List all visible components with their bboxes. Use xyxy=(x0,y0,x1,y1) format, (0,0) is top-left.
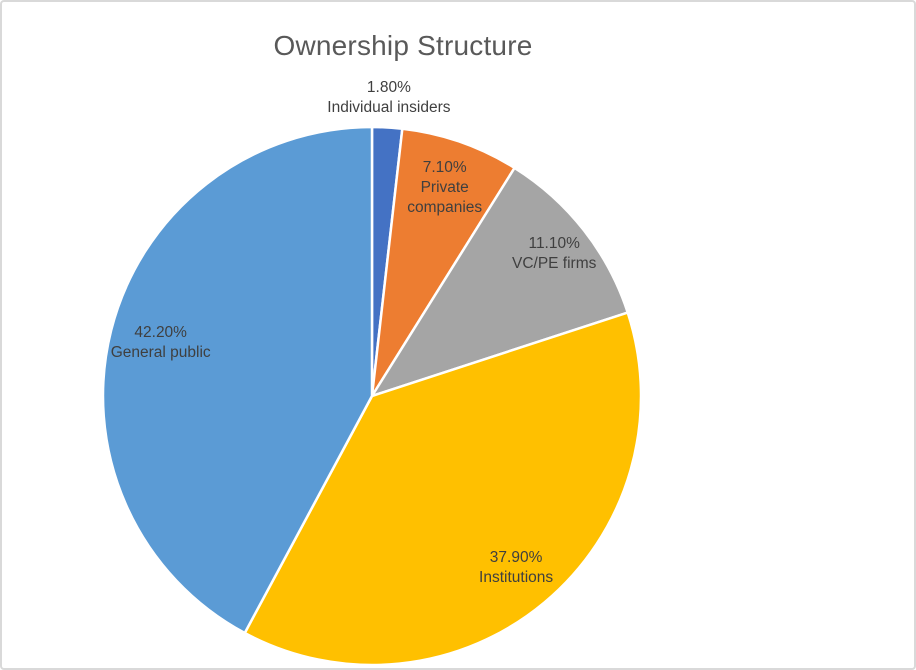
pie-label-private-companies: 7.10% Private companies xyxy=(395,158,495,218)
pie-label-name: Institutions xyxy=(479,569,554,587)
pie-label-general-public: 42.20% General public xyxy=(81,323,241,363)
pie-label-institutions: 37.90% Institutions xyxy=(446,548,586,588)
pie-label-percent: 37.90% xyxy=(489,549,543,567)
pie-label-percent: 11.10% xyxy=(528,234,580,252)
pie-label-individual-insiders: 1.80% Individual insiders xyxy=(299,78,479,118)
pie-slice-general-public xyxy=(101,125,374,635)
chart-title: Ownership Structure xyxy=(273,30,533,61)
pie-slice-private-companies xyxy=(370,127,516,398)
pie-label-name: General public xyxy=(110,343,211,361)
pie-label-name: VC/PE firms xyxy=(511,254,597,272)
pie-slice-vc-pe-firms xyxy=(370,166,629,398)
pie-slice-institutions xyxy=(243,311,643,667)
pie-label-vc-pe-firms: 11.10% VC/PE firms xyxy=(484,234,624,274)
pie-label-name: Individual insiders xyxy=(327,98,451,116)
pie-label-percent: 42.20% xyxy=(134,323,187,341)
pie-label-percent: 7.10% xyxy=(422,158,467,176)
pie-label-name: Private companies xyxy=(407,178,483,216)
pie-label-percent: 1.80% xyxy=(366,78,411,96)
